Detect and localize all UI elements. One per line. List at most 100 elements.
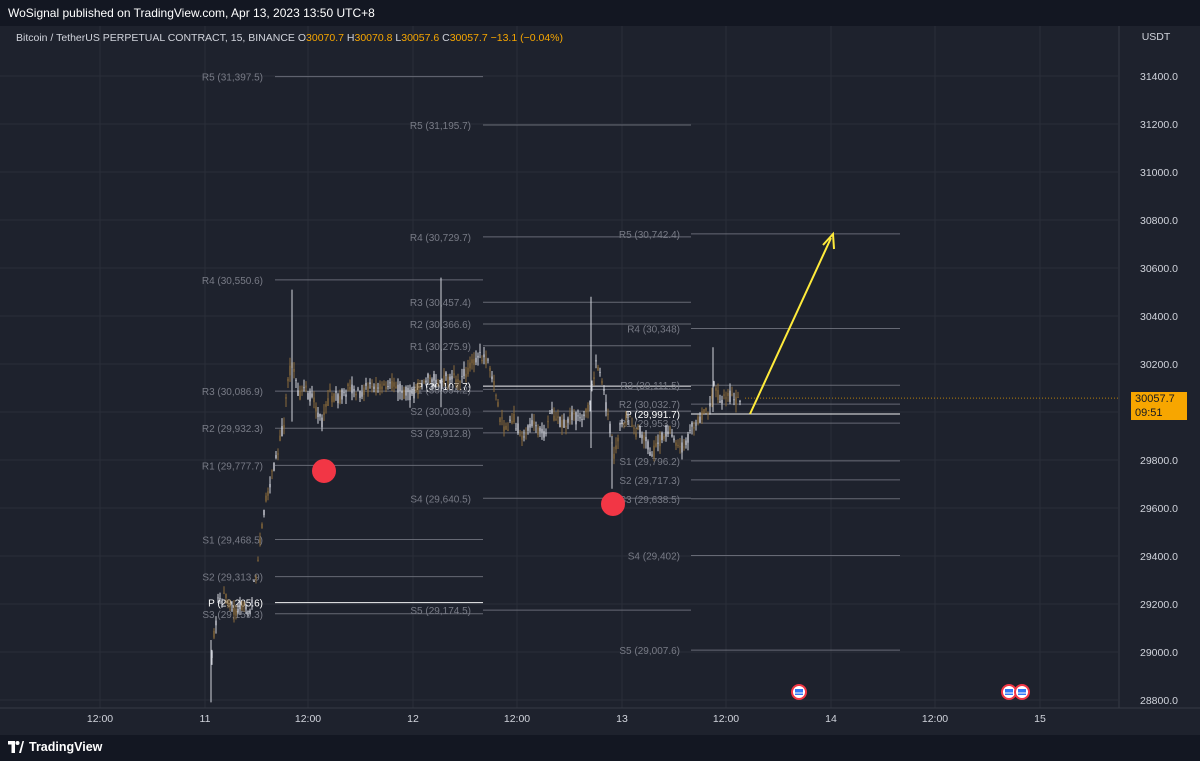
candle-body: [365, 382, 367, 386]
red-marker[interactable]: [601, 492, 625, 516]
candle-body: [479, 351, 481, 353]
us-flag-field: [795, 689, 803, 695]
candle-body: [267, 491, 269, 496]
candle-body: [703, 409, 705, 414]
candle-body: [599, 371, 601, 373]
candle-body: [319, 413, 321, 417]
candle-body: [559, 417, 561, 428]
pivot-level-label: R4 (30,729.7): [410, 233, 471, 244]
candle-body: [681, 442, 683, 453]
pivot-level-label: R1 (29,777.7): [202, 461, 263, 472]
candle-body: [565, 425, 567, 428]
candle-body: [329, 389, 331, 391]
candle-body: [235, 609, 237, 616]
candle-body: [341, 389, 343, 400]
candle-body: [529, 423, 531, 428]
candle-body: [577, 415, 579, 417]
candle-body: [389, 382, 391, 384]
candle-body: [427, 373, 429, 378]
candle-body: [287, 378, 289, 382]
pivot-level-label: P (29,991.7): [625, 410, 680, 421]
chart-panel[interactable]: USDT 31400.0 31200.0 31000.0 30800.0 30600.0 3…: [0, 26, 1200, 735]
low-label: L: [395, 32, 402, 44]
symbol-legend[interactable]: Bitcoin / TetherUS PERPETUAL CONTRACT, 1…: [16, 32, 563, 44]
candle-body: [641, 434, 643, 439]
candle-body: [253, 580, 255, 582]
price-tick-label: 30600.0: [1140, 263, 1178, 275]
candle-body: [407, 387, 409, 393]
candle-body: [495, 395, 497, 397]
candle-body: [265, 495, 267, 502]
candle-body: [233, 607, 235, 615]
candle-body: [519, 434, 521, 436]
candle-body: [239, 601, 241, 610]
candle-body: [673, 438, 675, 441]
open-value: 30070.7: [306, 32, 344, 44]
candle-body: [469, 362, 471, 369]
price-tick-label: 30400.0: [1140, 311, 1178, 323]
candle-body: [501, 417, 503, 419]
candle-body: [237, 608, 239, 613]
candle-body: [375, 384, 377, 393]
candle-body: [269, 484, 271, 488]
candle-body: [507, 429, 509, 431]
candle-body: [543, 431, 545, 438]
candle-body: [391, 381, 393, 389]
pivot-level-label: R1 (30,275.9): [410, 342, 471, 353]
candle-body: [395, 386, 397, 389]
candle-body: [485, 357, 487, 365]
candle-body: [619, 423, 621, 425]
symbol-name[interactable]: Bitcoin / TetherUS PERPETUAL CONTRACT, 1…: [16, 32, 295, 44]
red-marker[interactable]: [312, 459, 336, 483]
candle-body: [353, 389, 355, 391]
candle-body: [401, 390, 403, 394]
trend-arrow[interactable]: [749, 237, 832, 415]
candle-body: [615, 445, 617, 450]
pivot-level-label: R4 (30,550.6): [202, 276, 263, 287]
pivot-level-label: R5 (31,397.5): [202, 73, 263, 84]
candle-body: [441, 380, 443, 382]
time-tick-label: 12:00: [922, 713, 948, 725]
last-price-value: 30057.7: [1135, 393, 1175, 405]
pivot-level-label: S1 (29,796.2): [619, 457, 680, 468]
candle-body: [257, 559, 259, 561]
candle-body: [715, 388, 717, 391]
candle-body: [305, 385, 307, 388]
candle-body: [555, 418, 557, 420]
high-value: 30070.8: [354, 32, 393, 44]
candle-body: [311, 393, 313, 397]
candle-body: [437, 383, 439, 385]
candle-body: [379, 383, 381, 390]
candle-body: [549, 412, 551, 414]
candle-body: [345, 394, 347, 397]
time-tick-label: 12:00: [295, 713, 321, 725]
candle-body: [581, 419, 583, 421]
candle-body: [383, 383, 385, 386]
candle-body: [659, 435, 661, 447]
candle-body: [667, 431, 669, 435]
candle-body: [533, 421, 535, 425]
pivot-level-label: S5 (29,007.6): [619, 646, 680, 657]
trend-arrow-head[interactable]: [822, 231, 835, 250]
candle-body: [591, 383, 593, 385]
pivot-level-label: S4 (29,640.5): [410, 494, 471, 505]
close-value: 30057.7: [449, 32, 488, 44]
candle-body: [367, 386, 369, 393]
candle-body: [339, 396, 341, 403]
pivot-level-label: R3 (30,086.9): [202, 387, 263, 398]
candle-body: [255, 576, 257, 580]
candle-body: [445, 372, 447, 377]
candle-body: [215, 620, 217, 626]
candle-body: [589, 400, 591, 405]
candle-body: [453, 373, 455, 376]
chart-canvas[interactable]: USDT 31400.0 31200.0 31000.0 30800.0 30600.0 3…: [0, 26, 1200, 735]
candle-body: [301, 389, 303, 391]
pivot-level-label: S1 (29,468.5): [202, 536, 263, 547]
tradingview-logo[interactable]: TradingView: [8, 740, 102, 754]
candle-body: [541, 428, 543, 433]
candle-body: [227, 600, 229, 606]
candle-body: [621, 420, 623, 425]
candle-body: [299, 390, 301, 400]
publish-bar: WoSignal published on TradingView.com, A…: [0, 0, 1200, 26]
price-tick-label: 29600.0: [1140, 503, 1178, 515]
